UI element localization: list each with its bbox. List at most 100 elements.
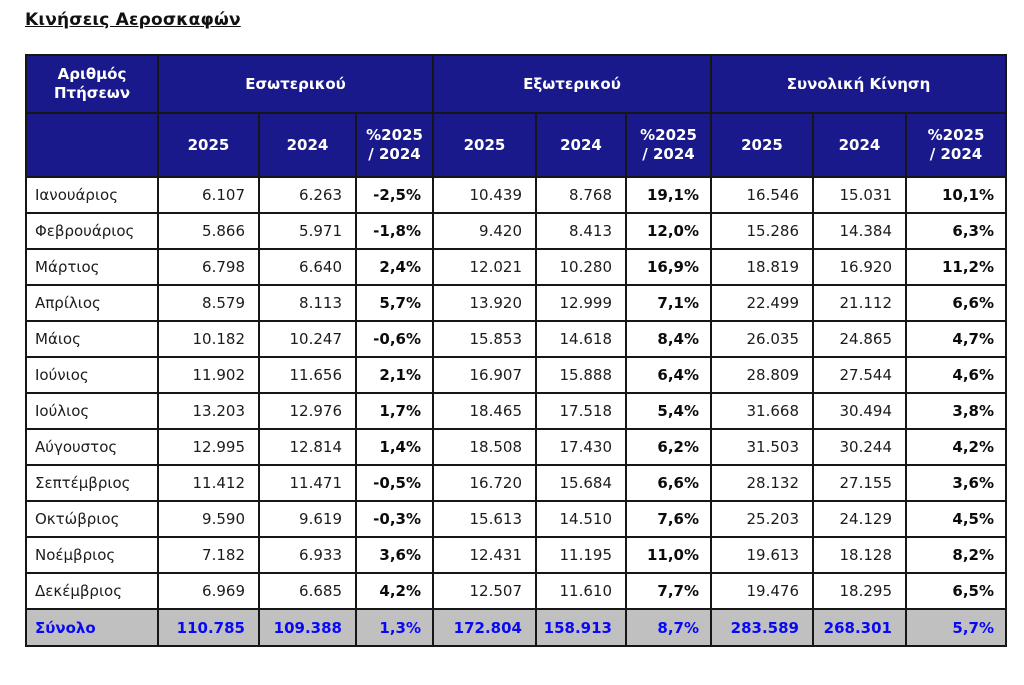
pct-cell: 1,7%	[355, 392, 434, 430]
value-cell: 12.976	[258, 392, 357, 430]
year-header-2024: 2024	[535, 112, 627, 178]
value-cell: 15.684	[535, 464, 627, 502]
value-cell: 11.195	[535, 536, 627, 574]
year-header-row: 2025 2024 %2025 / 2024 2025 2024 %2025 /…	[25, 112, 1008, 178]
pct-cell: 10,1%	[904, 176, 1008, 214]
value-cell: 10.439	[432, 176, 537, 214]
pct-cell: 6,2%	[625, 428, 712, 466]
month-cell: Δεκέμβριος	[25, 572, 159, 610]
pct-cell: 19,1%	[625, 176, 712, 214]
table-row: Νοέμβριος 7.182 6.933 3,6% 12.431 11.195…	[25, 536, 1008, 574]
empty-corner-cell	[25, 112, 159, 178]
value-cell: 15.853	[432, 320, 537, 358]
value-cell: 12.814	[258, 428, 357, 466]
pct-cell: 4,2%	[355, 572, 434, 610]
value-cell: 27.544	[812, 356, 907, 394]
group-header-total-traffic: Συνολική Κίνηση	[709, 54, 1008, 114]
pct-cell: 16,9%	[625, 248, 712, 286]
pct-cell: 6,6%	[904, 284, 1008, 322]
value-cell: 8.768	[535, 176, 627, 214]
year-header-2024: 2024	[258, 112, 357, 178]
pct-cell: 6,3%	[904, 212, 1008, 250]
pct-cell: 2,4%	[355, 248, 434, 286]
month-cell: Ιούνιος	[25, 356, 159, 394]
pct-cell: 4,6%	[904, 356, 1008, 394]
group-header-domestic: Εσωτερικού	[157, 54, 434, 114]
table-row: Μάρτιος 6.798 6.640 2,4% 12.021 10.280 1…	[25, 248, 1008, 286]
value-cell: 9.420	[432, 212, 537, 250]
value-cell: 12.999	[535, 284, 627, 322]
total-value: 8,7%	[625, 608, 712, 647]
value-cell: 8.579	[157, 284, 260, 322]
group-header-international: Εξωτερικού	[432, 54, 712, 114]
value-cell: 18.128	[812, 536, 907, 574]
pct-header: %2025 / 2024	[625, 112, 712, 178]
value-cell: 12.021	[432, 248, 537, 286]
table-row: Σεπτέμβριος 11.412 11.471 -0,5% 16.720 1…	[25, 464, 1008, 502]
value-cell: 28.132	[710, 464, 814, 502]
total-value: 110.785	[157, 608, 260, 647]
pct-cell: 2,1%	[355, 356, 434, 394]
pct-cell: 8,2%	[904, 536, 1008, 574]
total-label: Σύνολο	[25, 608, 159, 647]
value-cell: 14.510	[535, 500, 627, 538]
pct-cell: -0,3%	[355, 500, 434, 538]
month-cell: Μάρτιος	[25, 248, 159, 286]
table-row: Φεβρουάριος 5.866 5.971 -1,8% 9.420 8.41…	[25, 212, 1008, 250]
pct-cell: 12,0%	[625, 212, 712, 250]
total-value: 283.589	[710, 608, 814, 647]
value-cell: 6.640	[258, 248, 357, 286]
pct-cell: -1,8%	[355, 212, 434, 250]
value-cell: 13.920	[432, 284, 537, 322]
flights-table: Αριθμός Πτήσεων Εσωτερικού Εξωτερικού Συ…	[25, 54, 1008, 647]
value-cell: 5.971	[258, 212, 357, 250]
total-value: 158.913	[535, 608, 627, 647]
value-cell: 10.182	[157, 320, 260, 358]
pct-cell: 11,0%	[625, 536, 712, 574]
value-cell: 17.518	[535, 392, 627, 430]
table-header: Αριθμός Πτήσεων Εσωτερικού Εξωτερικού Συ…	[25, 54, 1008, 178]
table-body: Ιανουάριος 6.107 6.263 -2,5% 10.439 8.76…	[25, 176, 1008, 610]
pct-cell: 7,7%	[625, 572, 712, 610]
pct-cell: 6,6%	[625, 464, 712, 502]
month-cell: Σεπτέμβριος	[25, 464, 159, 502]
table-row: Δεκέμβριος 6.969 6.685 4,2% 12.507 11.61…	[25, 572, 1008, 610]
value-cell: 17.430	[535, 428, 627, 466]
month-cell: Ιούλιος	[25, 392, 159, 430]
table-row: Αύγουστος 12.995 12.814 1,4% 18.508 17.4…	[25, 428, 1008, 466]
value-cell: 30.494	[812, 392, 907, 430]
pct-cell: 3,8%	[904, 392, 1008, 430]
value-cell: 6.798	[157, 248, 260, 286]
value-cell: 21.112	[812, 284, 907, 322]
value-cell: 11.610	[535, 572, 627, 610]
pct-cell: 5,7%	[355, 284, 434, 322]
pct-cell: 1,4%	[355, 428, 434, 466]
value-cell: 15.888	[535, 356, 627, 394]
value-cell: 13.203	[157, 392, 260, 430]
pct-cell: 7,6%	[625, 500, 712, 538]
pct-cell: 11,2%	[904, 248, 1008, 286]
total-row: Σύνολο 110.785 109.388 1,3% 172.804 158.…	[25, 608, 1008, 647]
group-header-row: Αριθμός Πτήσεων Εσωτερικού Εξωτερικού Συ…	[25, 54, 1008, 114]
value-cell: 18.295	[812, 572, 907, 610]
table-row: Ιανουάριος 6.107 6.263 -2,5% 10.439 8.76…	[25, 176, 1008, 214]
value-cell: 31.668	[710, 392, 814, 430]
pct-cell: 3,6%	[904, 464, 1008, 502]
pct-cell: 3,6%	[355, 536, 434, 574]
value-cell: 11.902	[157, 356, 260, 394]
value-cell: 10.247	[258, 320, 357, 358]
month-cell: Νοέμβριος	[25, 536, 159, 574]
corner-header-flights-count: Αριθμός Πτήσεων	[25, 54, 159, 114]
value-cell: 12.507	[432, 572, 537, 610]
value-cell: 31.503	[710, 428, 814, 466]
month-cell: Φεβρουάριος	[25, 212, 159, 250]
total-value: 5,7%	[904, 608, 1008, 647]
month-cell: Ιανουάριος	[25, 176, 159, 214]
pct-cell: 4,7%	[904, 320, 1008, 358]
value-cell: 15.286	[710, 212, 814, 250]
value-cell: 18.819	[710, 248, 814, 286]
value-cell: 8.413	[535, 212, 627, 250]
pct-cell: 6,5%	[904, 572, 1008, 610]
table-row: Οκτώβριος 9.590 9.619 -0,3% 15.613 14.51…	[25, 500, 1008, 538]
month-cell: Αύγουστος	[25, 428, 159, 466]
